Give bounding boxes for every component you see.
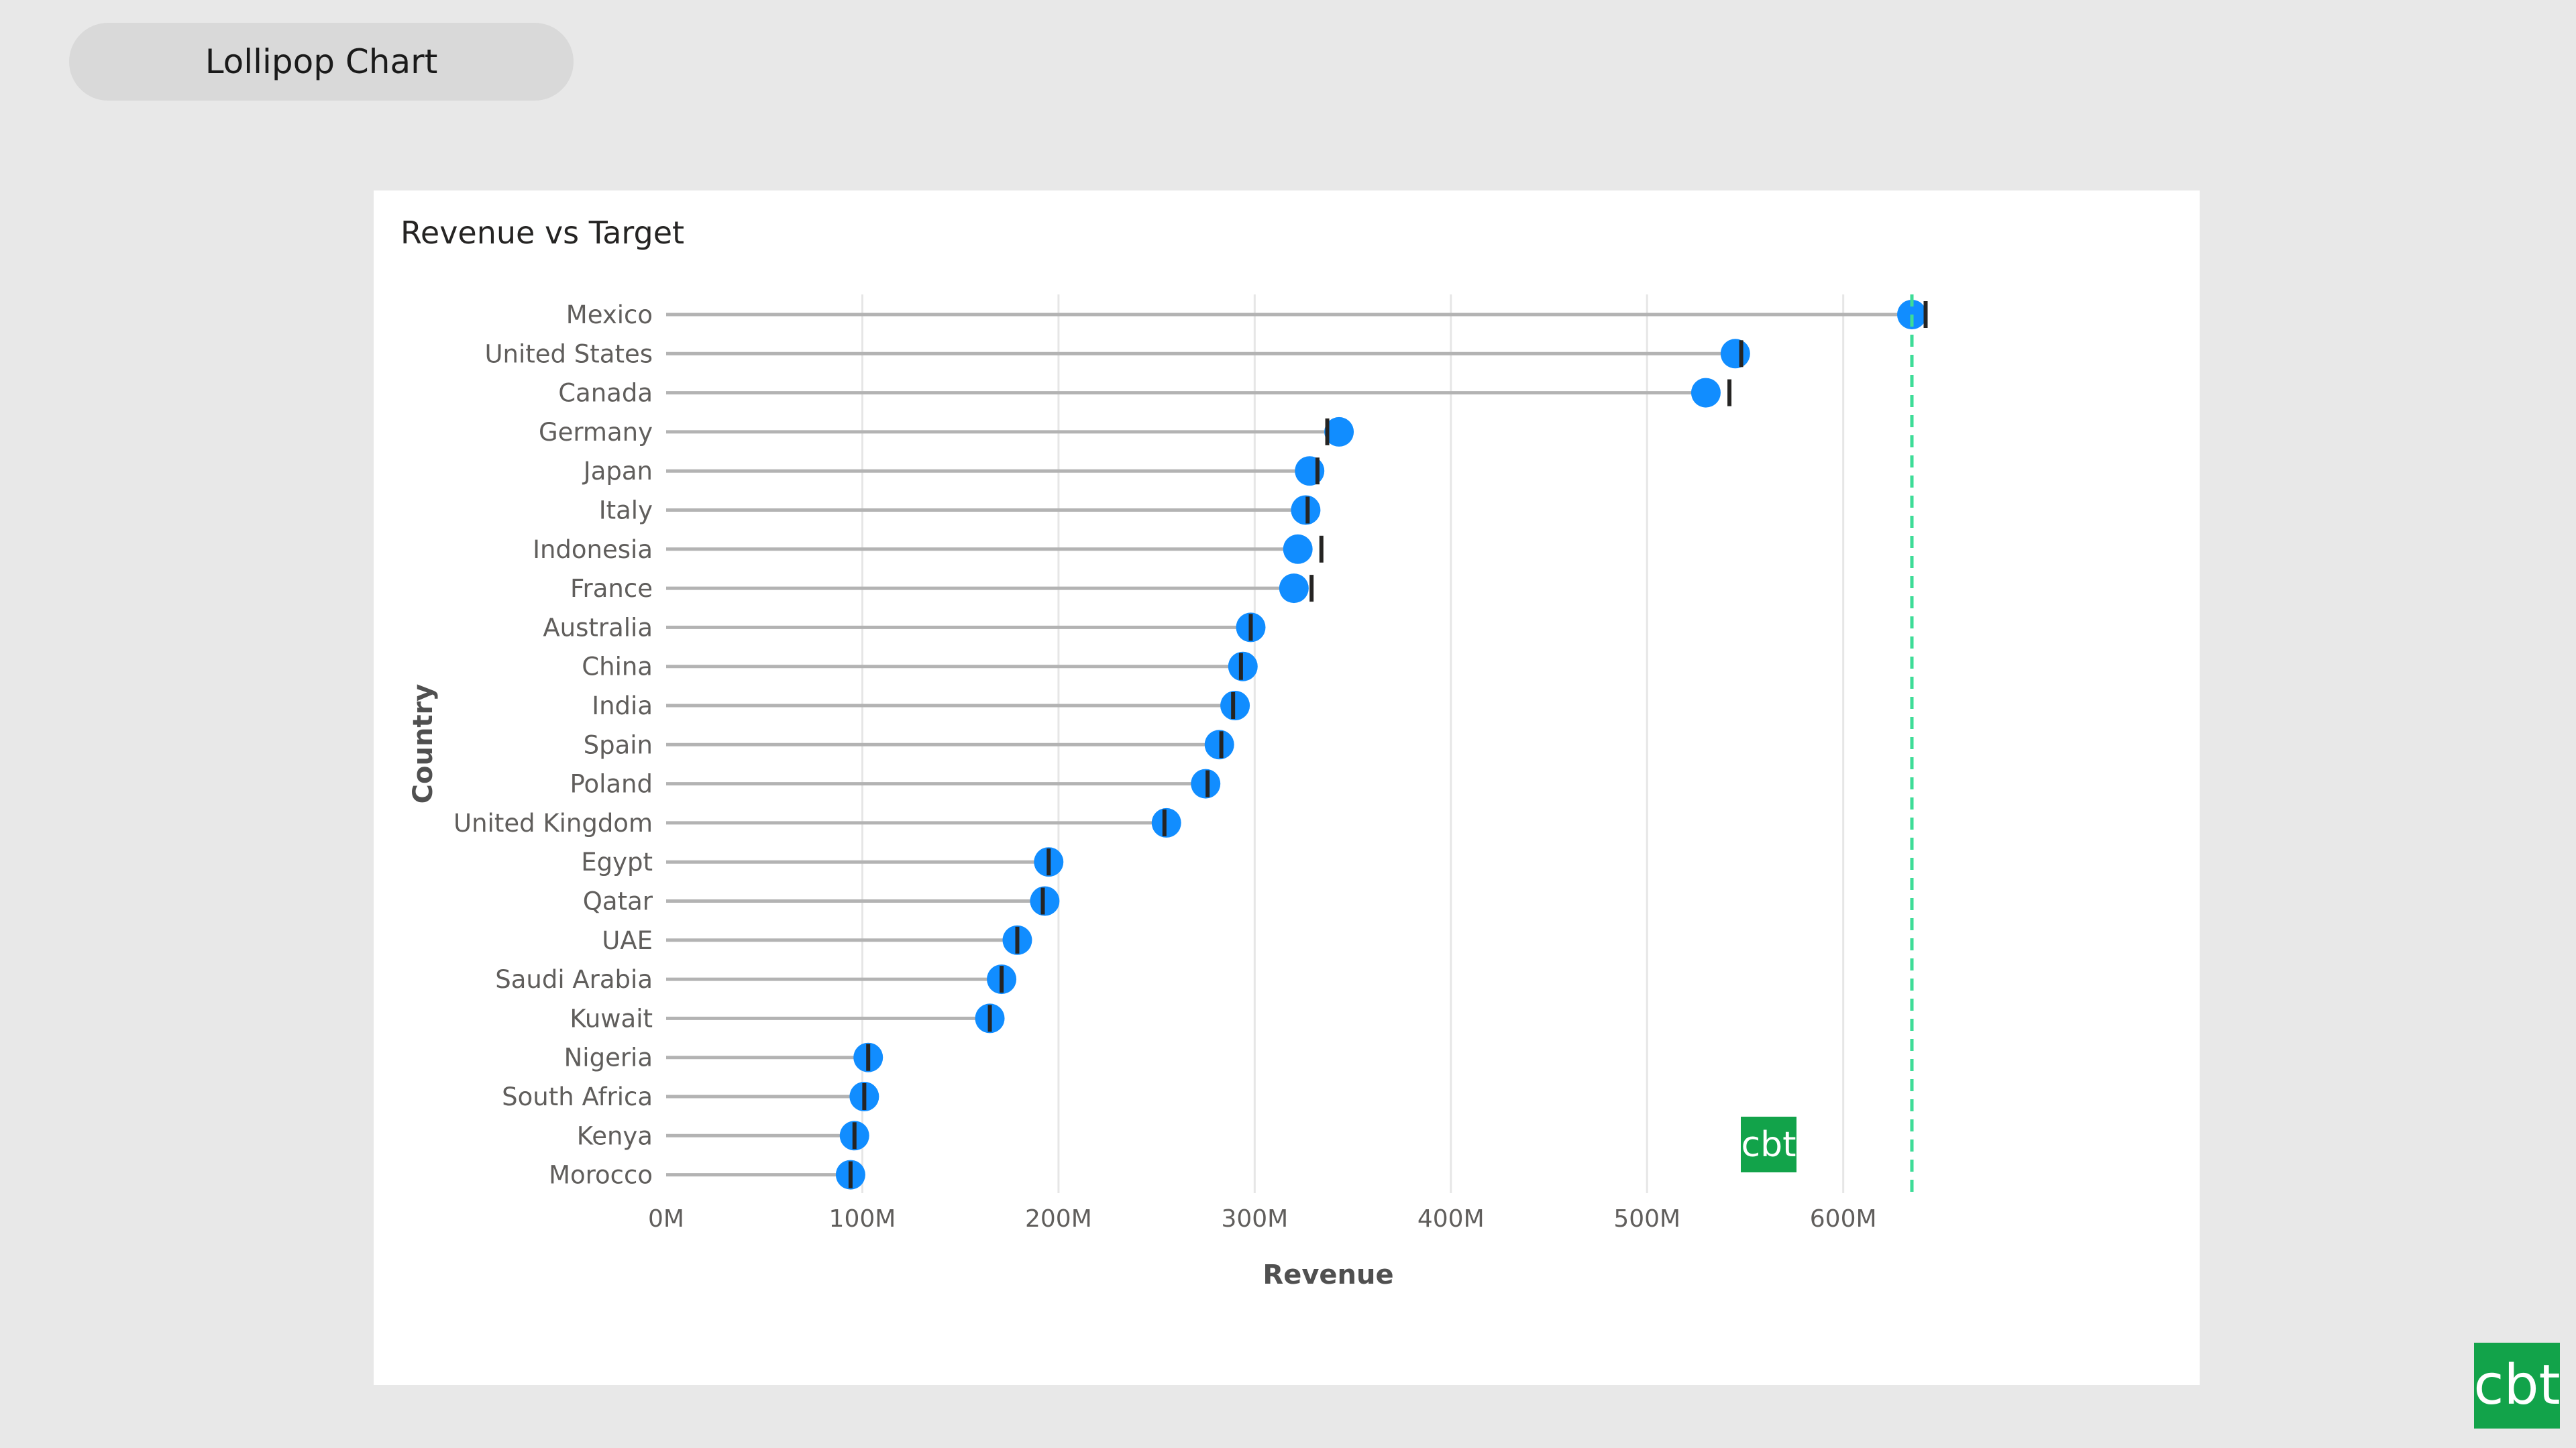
x-tick-label-3: 300M [1221,1205,1288,1233]
target-marker-10 [1231,692,1236,719]
category-label-4: Japan [582,457,653,486]
category-label-6: Indonesia [533,535,653,564]
target-marker-9 [1238,653,1243,680]
target-marker-0 [1923,301,1928,328]
target-marker-22 [848,1161,853,1188]
dot-3 [1324,416,1354,447]
target-marker-3 [1325,418,1330,445]
category-label-2: Canada [558,379,653,408]
cbt-logo-small: cbt [1741,1117,1796,1172]
category-label-1: United States [484,339,653,368]
lollipop-chart: 0M 100M 200M 300M 400M 500M 600M Revenue Country… [408,294,1928,1290]
cbt-logo-large: cbt [2473,1343,2561,1429]
x-axis-title: Revenue [1263,1260,1393,1290]
x-tick-label-2: 200M [1025,1205,1092,1233]
category-label-13: United Kingdom [453,809,653,838]
category-label-5: Italy [599,496,653,525]
category-label-8: Australia [543,613,653,642]
category-label-22: Morocco [549,1161,653,1190]
category-label-14: Egypt [581,848,653,877]
category-label-15: Qatar [583,887,653,916]
page-tab-label[interactable]: Lollipop Chart [69,23,574,101]
y-axis-title: Country [408,684,439,804]
chart-card: Revenue vs Target 0M 100M 200M 300M 400M 500M… [374,190,2200,1385]
target-marker-12 [1205,770,1210,797]
x-tick-label-0: 0M [648,1205,684,1233]
category-label-0: Mexico [566,300,653,329]
target-marker-17 [1000,966,1004,993]
target-marker-11 [1219,731,1224,759]
target-marker-16 [1015,926,1020,954]
dot-4 [1295,456,1325,486]
x-tick-label-4: 400M [1417,1205,1485,1233]
target-marker-13 [1162,809,1167,836]
x-tick-label-1: 100M [829,1205,896,1233]
dot-7 [1279,573,1309,604]
target-marker-7 [1309,575,1314,602]
category-label-18: Kuwait [570,1004,653,1033]
category-label-10: India [592,691,653,720]
category-label-17: Saudi Arabia [495,965,653,994]
category-label-11: Spain [584,730,653,759]
target-marker-19 [866,1044,871,1071]
dot-1 [1720,339,1750,369]
target-marker-1 [1739,340,1743,368]
chart-title: Revenue vs Target [400,215,685,251]
category-label-20: South Africa [502,1082,653,1111]
category-label-9: China [582,653,653,681]
target-marker-15 [1040,887,1045,915]
category-label-7: France [570,574,653,603]
category-label-3: Germany [539,418,653,447]
target-marker-8 [1248,614,1253,641]
target-marker-18 [987,1005,992,1032]
category-label-16: UAE [602,926,653,955]
target-marker-21 [852,1122,857,1150]
target-marker-2 [1727,379,1732,406]
dot-6 [1283,534,1313,564]
target-marker-14 [1046,848,1051,876]
category-label-21: Kenya [577,1121,653,1150]
category-label-12: Poland [570,770,653,799]
target-marker-4 [1315,457,1320,485]
x-tick-label-6: 600M [1810,1205,1877,1233]
category-label-19: Nigeria [564,1044,653,1072]
dot-2 [1690,378,1721,408]
target-marker-6 [1319,535,1324,563]
target-marker-20 [862,1083,867,1110]
target-marker-5 [1305,496,1310,524]
x-tick-label-5: 500M [1613,1205,1680,1233]
